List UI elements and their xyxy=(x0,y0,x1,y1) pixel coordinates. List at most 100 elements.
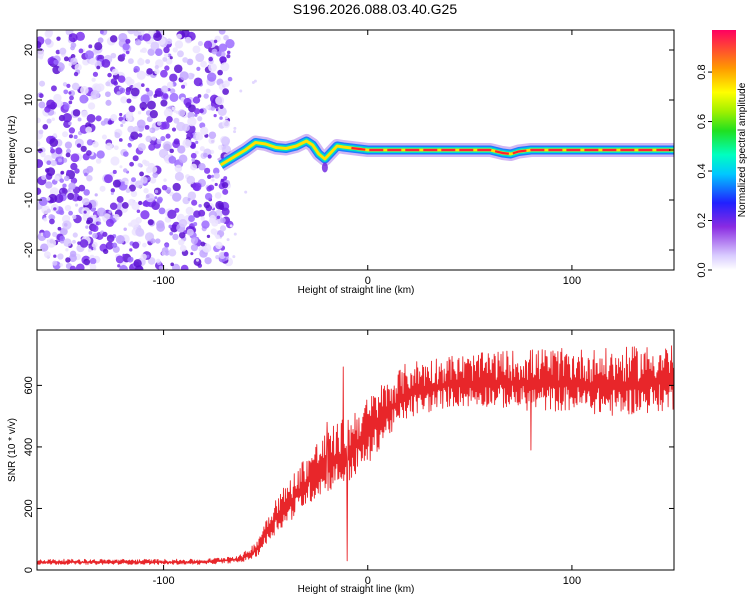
noise-speckle xyxy=(65,152,71,158)
noise-speckle xyxy=(150,41,160,51)
noise-speckle xyxy=(78,184,86,192)
snr-x-axis-label: Height of straight line (km) xyxy=(298,584,415,595)
colorbar-tick-label: 0.2 xyxy=(696,213,708,228)
noise-speckle xyxy=(221,207,230,216)
noise-speckle xyxy=(193,258,202,266)
noise-speckle xyxy=(197,94,202,98)
noise-speckle xyxy=(67,192,75,200)
noise-speckle xyxy=(37,140,41,147)
heatmap-x-axis-label: Height of straight line (km) xyxy=(298,285,415,296)
noise-speckle xyxy=(174,40,184,49)
noise-speckle xyxy=(120,123,124,127)
noise-speckle xyxy=(156,258,161,263)
noise-speckle xyxy=(59,47,67,55)
noise-speckle xyxy=(136,209,141,214)
noise-speckle xyxy=(135,227,145,237)
noise-speckle xyxy=(116,195,124,203)
noise-speckle xyxy=(149,110,158,119)
heatmap-y-tick-label: 0 xyxy=(23,147,35,153)
noise-speckle xyxy=(195,140,199,144)
noise-speckle xyxy=(65,257,71,263)
noise-speckle xyxy=(55,147,63,155)
noise-speckle xyxy=(203,40,213,49)
noise-speckle xyxy=(38,93,44,99)
noise-speckle xyxy=(219,225,227,232)
noise-speckle xyxy=(123,168,128,173)
noise-speckle xyxy=(46,99,56,109)
noise-speckle xyxy=(59,227,68,236)
noise-speckle xyxy=(87,248,92,253)
noise-speckle xyxy=(194,150,199,155)
noise-speckle xyxy=(150,238,156,244)
noise-speckle xyxy=(76,143,82,148)
noise-speckle xyxy=(73,71,79,77)
noise-speckle xyxy=(172,233,179,241)
noise-speckle xyxy=(105,218,114,227)
noise-speckle xyxy=(217,69,223,76)
heatmap-y-axis-label: Frequency (Hz) xyxy=(7,116,18,185)
noise-speckle xyxy=(194,113,198,117)
noise-speckle xyxy=(203,201,211,209)
noise-speckle xyxy=(120,96,128,104)
noise-speckle xyxy=(127,30,135,35)
noise-speckle xyxy=(86,174,93,182)
noise-speckle xyxy=(152,172,159,178)
noise-speckle xyxy=(208,56,213,62)
noise-speckle xyxy=(190,244,198,252)
colorbar: 0.0 0.2 0.4 0.6 0.8 Normalized spectral ampl… xyxy=(696,30,748,278)
noise-speckle xyxy=(128,222,133,227)
noise-speckle xyxy=(195,53,205,63)
noise-speckle xyxy=(70,177,78,184)
noise-speckle xyxy=(97,37,104,44)
noise-speckle xyxy=(56,36,61,41)
noise-speckle xyxy=(133,65,140,73)
noise-speckle xyxy=(125,50,130,55)
noise-speckle xyxy=(96,65,101,70)
signal-core xyxy=(351,146,674,156)
noise-speckle xyxy=(147,257,156,265)
snr-x-ticks: -100 0 100 xyxy=(153,330,581,587)
noise-speckle xyxy=(59,209,65,216)
colorbar-tick-label: 0.4 xyxy=(696,163,708,178)
noise-speckle xyxy=(143,188,149,194)
noise-speckle xyxy=(88,44,93,49)
noise-speckle xyxy=(112,179,121,188)
noise-speckle xyxy=(222,88,229,95)
noise-speckle xyxy=(174,164,183,173)
noise-speckle xyxy=(53,254,57,258)
noise-speckle xyxy=(132,155,139,162)
noise-speckle xyxy=(193,77,203,87)
noise-speckle xyxy=(127,143,132,148)
noise-speckle xyxy=(154,189,159,194)
noise-speckle xyxy=(122,253,126,257)
noise-speckle xyxy=(172,192,182,202)
noise-speckle xyxy=(128,105,136,113)
snr-x-tick-label: -100 xyxy=(153,575,175,587)
noise-speckle xyxy=(155,238,161,244)
noise-speckle xyxy=(191,199,198,206)
colorbar-tick-label: 0.6 xyxy=(696,114,708,129)
noise-speckle xyxy=(161,85,169,93)
noise-speckle xyxy=(213,113,217,118)
noise-speckle xyxy=(199,146,205,152)
noise-speckle xyxy=(140,253,147,261)
noise-speckle xyxy=(198,204,202,208)
noise-speckle xyxy=(55,100,64,108)
noise-speckle xyxy=(210,106,216,111)
noise-speckle xyxy=(215,241,223,250)
noise-speckle xyxy=(190,143,196,149)
noise-speckle xyxy=(184,36,192,44)
noise-speckle xyxy=(50,148,55,154)
noise-speckle xyxy=(88,230,93,235)
noise-speckle xyxy=(74,168,80,174)
noise-speckle xyxy=(200,241,206,247)
noise-speckle xyxy=(72,214,77,220)
noise-speckle xyxy=(173,117,180,124)
noise-speckle xyxy=(206,72,217,82)
noise-speckle xyxy=(208,131,217,139)
noise-speckle xyxy=(169,92,179,102)
noise-speckle xyxy=(162,56,168,62)
noise-speckle xyxy=(85,225,89,229)
noise-speckle xyxy=(116,91,121,96)
noise-speckle xyxy=(87,102,96,110)
